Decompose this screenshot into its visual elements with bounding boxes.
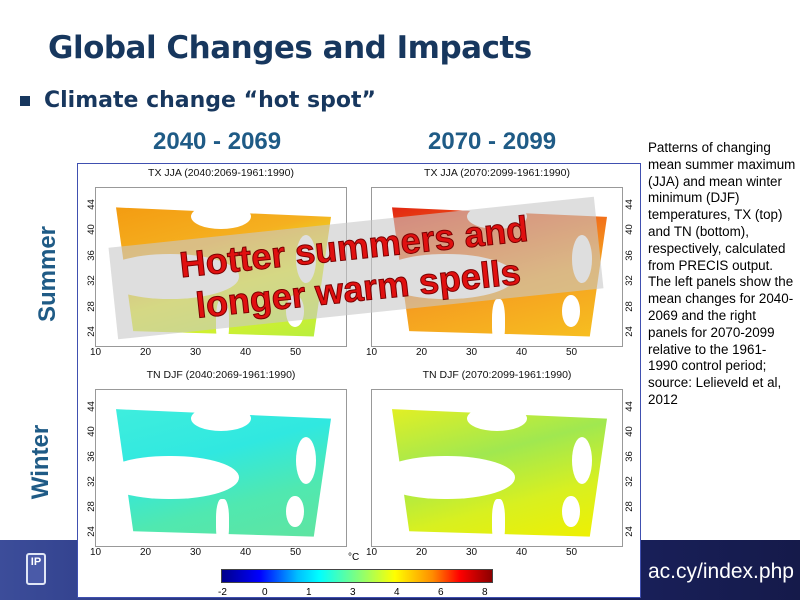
lat-tick: 40 xyxy=(85,224,97,236)
persian-gulf xyxy=(562,295,580,328)
season-label-summer: Summer xyxy=(34,225,62,323)
lon-tick: 40 xyxy=(516,547,528,558)
slide-title: Global Changes and Impacts xyxy=(48,30,532,66)
map-panel: TN DJF (2040:2069-1961:1990) xyxy=(83,369,359,559)
lat-tick: 36 xyxy=(85,250,97,261)
red-sea xyxy=(216,499,229,546)
lon-tick: 10 xyxy=(366,547,378,558)
institution-logo: IP xyxy=(26,553,46,585)
caspian-sea xyxy=(572,436,592,484)
lon-tick: 30 xyxy=(190,347,202,358)
persian-gulf xyxy=(562,496,580,528)
lat-tick: 32 xyxy=(85,275,97,287)
bullet-square-icon xyxy=(20,95,30,106)
lat-tick: 40 xyxy=(623,426,635,437)
red-sea xyxy=(492,499,505,546)
lat-tick: 40 xyxy=(623,224,635,236)
season-label-winter: Winter xyxy=(27,424,55,500)
panel-title: TX JJA (2070:2099-1961:1990) xyxy=(424,167,570,179)
lat-tick: 24 xyxy=(85,526,97,538)
lon-tick: 30 xyxy=(466,347,478,358)
lon-tick: 30 xyxy=(466,547,478,558)
lon-tick: 30 xyxy=(190,547,202,558)
lat-tick: 36 xyxy=(623,250,635,261)
lon-tick: 50 xyxy=(290,347,302,358)
lon-tick: 20 xyxy=(140,347,152,358)
lon-tick: 40 xyxy=(240,547,252,558)
panel-title: TN DJF (2070:2099-1961:1990) xyxy=(422,369,572,381)
lat-tick: 44 xyxy=(623,199,635,210)
colorbar-unit: °C xyxy=(348,552,360,563)
lon-tick: 40 xyxy=(516,347,528,358)
colorbar-label: -2 xyxy=(218,587,227,598)
map xyxy=(371,389,623,547)
lon-tick: 10 xyxy=(90,547,102,558)
bullet-point: Climate change “hot spot” xyxy=(20,88,376,113)
lat-tick: 28 xyxy=(85,301,97,312)
lat-tick: 44 xyxy=(85,401,97,412)
colorbar-label: 6 xyxy=(438,587,444,598)
lat-tick: 28 xyxy=(623,301,635,312)
black-sea xyxy=(467,405,527,431)
lat-tick: 32 xyxy=(623,275,635,287)
lon-tick: 50 xyxy=(566,347,578,358)
lat-tick: 24 xyxy=(623,526,635,538)
map xyxy=(95,389,347,547)
lat-tick: 40 xyxy=(85,426,97,437)
lat-tick: 28 xyxy=(623,501,635,513)
lat-tick: 24 xyxy=(85,326,97,338)
period-label-2: 2070 - 2099 xyxy=(428,128,557,155)
black-sea xyxy=(191,405,251,431)
lat-tick: 28 xyxy=(85,501,97,513)
lat-tick: 44 xyxy=(85,199,97,210)
red-sea xyxy=(492,298,505,346)
map-panel: TN DJF (2070:2099-1961:1990) xyxy=(359,369,635,559)
caspian-sea xyxy=(296,436,316,484)
lat-tick: 36 xyxy=(85,451,97,462)
colorbar-label: 3 xyxy=(350,587,356,598)
lat-tick: 32 xyxy=(623,476,635,488)
lon-tick: 20 xyxy=(416,547,428,558)
mediterranean-sea xyxy=(377,455,515,500)
lon-tick: 20 xyxy=(416,347,428,358)
colorbar-label: 1 xyxy=(306,587,312,598)
colorbar-label: 0 xyxy=(262,587,268,598)
period-label-1: 2040 - 2069 xyxy=(153,128,282,155)
persian-gulf xyxy=(286,496,304,528)
lon-tick: 20 xyxy=(140,547,152,558)
lon-tick: 10 xyxy=(366,347,378,358)
panel-title: TN DJF (2040:2069-1961:1990) xyxy=(146,369,296,381)
colorbar xyxy=(221,569,493,583)
figure-caption: Patterns of changing mean summer maximum… xyxy=(648,140,796,407)
lon-tick: 40 xyxy=(240,347,252,358)
lat-tick: 24 xyxy=(623,326,635,338)
bullet-text: Climate change “hot spot” xyxy=(44,88,376,113)
mediterranean-sea xyxy=(101,455,239,500)
lon-tick: 50 xyxy=(290,547,302,558)
colorbar-label: 8 xyxy=(482,587,488,598)
colorbar-label: 4 xyxy=(394,587,400,598)
black-sea xyxy=(191,203,251,230)
lat-tick: 32 xyxy=(85,476,97,488)
lon-tick: 50 xyxy=(566,547,578,558)
panel-title: TX JJA (2040:2069-1961:1990) xyxy=(148,167,294,179)
lon-tick: 10 xyxy=(90,347,102,358)
lat-tick: 44 xyxy=(623,401,635,412)
footer-url[interactable]: ac.cy/index.php xyxy=(648,560,794,583)
lat-tick: 36 xyxy=(623,451,635,462)
